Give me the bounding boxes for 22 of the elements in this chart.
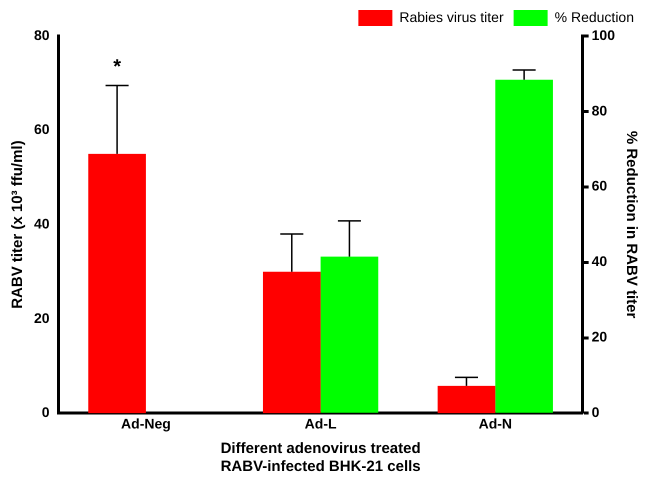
y2-tick-label: 80 [592,102,608,118]
x-tick-label: Ad-N [478,415,512,432]
y2-tick-label: 0 [592,404,600,420]
y-tick-label: 20 [34,310,50,326]
y2-axis-title: % Reduction in RABV titer [622,130,640,319]
x-axis-title: Different adenovirus treated RABV-infected BHK-21 cells [220,440,421,476]
y2-tick-label: 20 [592,328,608,345]
bar [88,154,146,414]
y-tick-label: 40 [34,215,50,232]
x-tick-label: Ad-L [304,415,337,432]
y-tick-label: 80 [34,26,50,43]
bar [438,386,496,414]
y-tick-label: 60 [34,121,50,138]
y-axis-title: RABV titer (x 10³ ffu/ml) [9,140,26,309]
y2-tick-label: 100 [592,26,616,43]
legend-label: % Reduction [554,8,634,25]
legend-label: Rabies virus titer [399,8,504,25]
x-tick-label: Ad-Neg [121,415,171,432]
y2-tick-label: 60 [592,178,608,194]
annotation: * [113,56,122,78]
y-tick-label: 0 [42,404,50,420]
y2-tick-label: 40 [592,253,608,270]
